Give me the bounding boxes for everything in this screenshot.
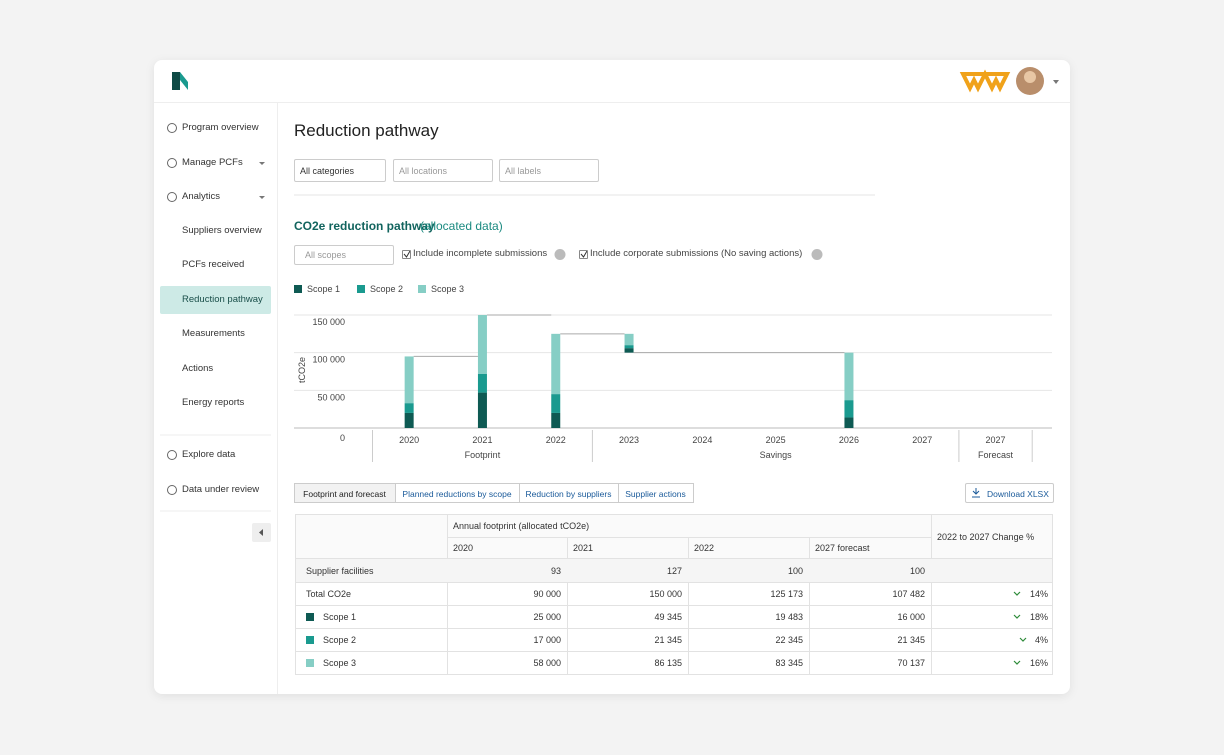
table-header: 2022 to 2027 Change % <box>937 532 1035 542</box>
filter[interactable] <box>393 159 493 182</box>
filter-label: All categories <box>300 166 355 176</box>
table-cell: 19 483 <box>775 612 803 622</box>
page-title: Reduction pathway <box>294 121 439 140</box>
row-label: Scope 2 <box>323 635 357 645</box>
nav-item[interactable]: Data under review <box>182 484 260 495</box>
nav-item[interactable]: Manage PCFs <box>182 157 243 168</box>
table-cell: 127 <box>666 566 682 576</box>
section-subtitle: (allocated data) <box>420 219 503 233</box>
header-divider <box>154 102 1070 103</box>
change-value: 4% <box>1034 635 1048 645</box>
nav-item[interactable]: Explore data <box>182 449 236 460</box>
table-header: 2020 <box>453 543 474 553</box>
nav-active <box>160 286 271 314</box>
nav-item[interactable]: Program overview <box>182 122 259 133</box>
checkbox-label: Include corporate submissions (No saving… <box>590 248 803 259</box>
table-cell: 125 173 <box>770 589 803 599</box>
scope-swatch <box>306 613 314 621</box>
scope-swatch <box>306 636 314 644</box>
table-cell-border <box>447 537 931 538</box>
row-label: Total CO2e <box>306 589 352 599</box>
table-cell: 25 000 <box>533 612 561 622</box>
change-value: 14% <box>1029 589 1048 599</box>
nav-item[interactable]: Suppliers overview <box>182 225 262 236</box>
table-cell: 22 345 <box>775 635 803 645</box>
download-button[interactable] <box>965 483 1054 503</box>
filter-label: All labels <box>505 166 542 176</box>
row-label: Scope 1 <box>323 612 357 622</box>
scope-select-label: All scopes <box>305 250 347 260</box>
table-cell: 16 000 <box>897 612 925 622</box>
row-label: Supplier facilities <box>306 566 374 576</box>
table-row <box>295 559 1053 583</box>
nav-item[interactable]: Reduction pathway <box>182 294 263 305</box>
table-cell: 100 <box>787 566 803 576</box>
tab-label: Planned reductions by scope <box>402 489 512 499</box>
download-label: Download XLSX <box>987 489 1049 499</box>
nav-item[interactable]: Energy reports <box>182 397 245 408</box>
scope-swatch <box>306 659 314 667</box>
table-row <box>295 605 1053 629</box>
filter-label: All locations <box>399 166 448 176</box>
change-value: 16% <box>1029 658 1048 668</box>
table-cell: 21 345 <box>654 635 682 645</box>
checkbox[interactable] <box>402 250 411 259</box>
filter[interactable] <box>294 159 386 182</box>
table-header: 2027 forecast <box>815 543 870 553</box>
table-cell: 93 <box>550 566 561 576</box>
nav-item[interactable]: PCFs received <box>182 259 245 270</box>
table-header: 2021 <box>573 543 594 553</box>
row-label: Scope 3 <box>323 658 357 668</box>
table-cell: 58 000 <box>533 658 561 668</box>
table-cell: 150 000 <box>649 589 682 599</box>
tab-label: Footprint and forecast <box>303 489 386 499</box>
filter[interactable] <box>499 159 599 182</box>
checkbox[interactable] <box>579 250 588 259</box>
tab-label: Reduction by suppliers <box>525 489 612 499</box>
table-cell: 86 135 <box>654 658 682 668</box>
table-cell: 49 345 <box>654 612 682 622</box>
table-cell: 107 482 <box>892 589 925 599</box>
table-cell: 21 345 <box>897 635 925 645</box>
tab-label: Supplier actions <box>625 489 686 499</box>
table-cell: 90 000 <box>533 589 561 599</box>
checkbox-label: Include incomplete submissions <box>413 248 548 259</box>
nav-item[interactable]: Actions <box>182 363 214 374</box>
table-cell: 100 <box>909 566 925 576</box>
table-header: Annual footprint (allocated tCO2e) <box>453 521 590 531</box>
table-cell-border <box>931 514 932 674</box>
section-title: CO2e reduction pathway <box>294 219 435 233</box>
tab[interactable] <box>618 483 694 503</box>
table-header: 2022 <box>694 543 715 553</box>
scope-select[interactable] <box>294 245 394 265</box>
table-row <box>295 582 1053 606</box>
table-cell: 83 345 <box>775 658 803 668</box>
table-cell: 70 137 <box>897 658 925 668</box>
table-row <box>295 628 1053 652</box>
table-cell: 17 000 <box>533 635 561 645</box>
change-value: 18% <box>1029 612 1048 622</box>
sidebar-divider <box>277 103 278 694</box>
table-cell-border <box>447 514 448 674</box>
nav-item[interactable]: Measurements <box>182 328 245 339</box>
table-header-bg <box>295 514 1053 559</box>
nav-item[interactable]: Analytics <box>182 191 221 202</box>
table-row <box>295 651 1053 675</box>
